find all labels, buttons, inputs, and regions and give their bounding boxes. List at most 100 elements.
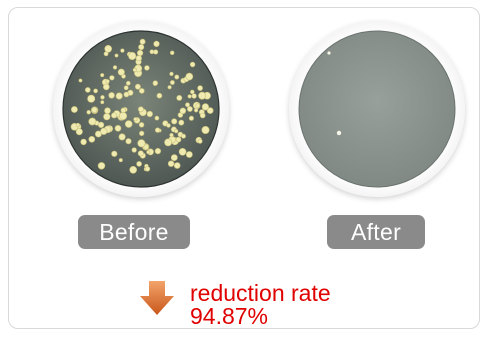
colony-dot	[164, 138, 172, 147]
colony-dot	[137, 139, 146, 148]
colony-dot	[100, 127, 108, 135]
colony-dot	[144, 65, 150, 71]
colony-dot	[123, 85, 129, 91]
colony-dot	[170, 80, 175, 85]
colony-dot	[97, 162, 106, 170]
colony-dot	[86, 109, 91, 115]
colony-dot	[185, 72, 194, 81]
colony-dot	[126, 80, 131, 86]
colony-dot	[170, 154, 178, 161]
colony-dot	[189, 61, 196, 68]
colony-dot	[206, 107, 214, 114]
colony-dot	[100, 100, 105, 105]
colony-dot	[154, 127, 161, 133]
before-petri-dish	[53, 21, 229, 197]
colony-dot	[187, 94, 192, 99]
colony-dot	[181, 133, 186, 139]
colony-dot	[167, 85, 172, 90]
colony-dot	[169, 50, 175, 55]
colony-dot	[169, 71, 174, 77]
colony-dot	[179, 107, 187, 115]
colony-dot	[111, 150, 118, 157]
colony-dot	[178, 148, 187, 156]
colony-dot	[91, 106, 98, 113]
colony-dot	[171, 118, 178, 125]
before-dish-image	[62, 30, 220, 188]
colony-dot	[118, 158, 123, 163]
colony-dot	[102, 83, 110, 91]
colony-dot	[100, 73, 105, 78]
colony-dot	[185, 151, 193, 158]
colony-dot	[173, 162, 181, 169]
colony-dot	[111, 112, 118, 119]
after-label: After	[327, 215, 425, 249]
colony-dot	[146, 110, 153, 118]
colony-dot	[125, 138, 132, 145]
colony-dot	[133, 117, 138, 122]
colony-dot	[143, 144, 149, 150]
colony-dot	[174, 74, 180, 80]
colony-dot	[178, 119, 185, 126]
colony-dot	[175, 136, 182, 143]
colony-dot	[131, 147, 137, 153]
colony-dot	[139, 38, 146, 45]
colony-dot	[197, 85, 203, 91]
colony-dot	[128, 51, 137, 60]
colony-dot	[186, 106, 193, 112]
colony-dot	[88, 117, 97, 126]
colony-dot	[100, 95, 105, 100]
colony-dot	[146, 150, 151, 155]
colony-dot	[119, 112, 128, 121]
colony-dot	[105, 79, 110, 84]
after-dish-image	[298, 30, 456, 188]
colony-dot	[197, 138, 203, 144]
colony-dot	[149, 49, 155, 55]
colony-dot	[80, 138, 87, 146]
colony-dot	[135, 83, 141, 90]
colony-dot	[120, 48, 125, 53]
colony-dot	[84, 87, 91, 93]
reduction-rate-title: reduction rate	[190, 280, 331, 306]
colony-dot	[136, 161, 142, 167]
colony-dot	[114, 53, 119, 58]
colony-dot	[109, 75, 115, 81]
colony-dot	[194, 108, 199, 113]
colony-dot	[139, 88, 145, 94]
colony-dot	[154, 115, 160, 121]
colony-dot	[88, 136, 96, 143]
colony-dot	[199, 112, 206, 119]
colony-dot	[137, 150, 144, 157]
colony-dot	[167, 160, 175, 167]
colony-dot	[103, 113, 111, 121]
colony-dot	[104, 107, 111, 114]
colony-dot	[138, 44, 145, 51]
colony-dot	[129, 166, 137, 174]
before-label: Before	[78, 215, 190, 249]
colony-dot	[156, 92, 163, 99]
reduction-rate-text: reduction rate 94.87%	[190, 282, 331, 328]
colony-dot	[104, 44, 113, 53]
colony-dot	[123, 91, 130, 98]
colony-dot	[87, 94, 96, 103]
colony-dot	[174, 128, 179, 134]
comparison-panel: Before After reduction rate 94.87%	[8, 7, 480, 329]
colony-dot	[75, 128, 83, 136]
colony-dot	[114, 125, 122, 132]
colony-dot	[112, 65, 118, 70]
colony-dot	[152, 80, 159, 86]
colony-dot	[198, 91, 206, 100]
colony-dot	[176, 95, 183, 101]
colony-dot	[75, 122, 81, 128]
colony-dot	[118, 133, 126, 141]
colony-dot	[78, 78, 83, 83]
colony-dot	[132, 67, 137, 72]
colony-dot	[124, 120, 133, 128]
colony-dot	[201, 126, 210, 135]
colony-dot	[169, 132, 174, 138]
colony-dot	[139, 130, 145, 136]
colony-dot	[166, 123, 171, 128]
colony-dot	[153, 40, 160, 48]
colony-dot	[190, 89, 195, 95]
colony-dot	[144, 166, 151, 172]
colony-dot	[70, 106, 78, 113]
